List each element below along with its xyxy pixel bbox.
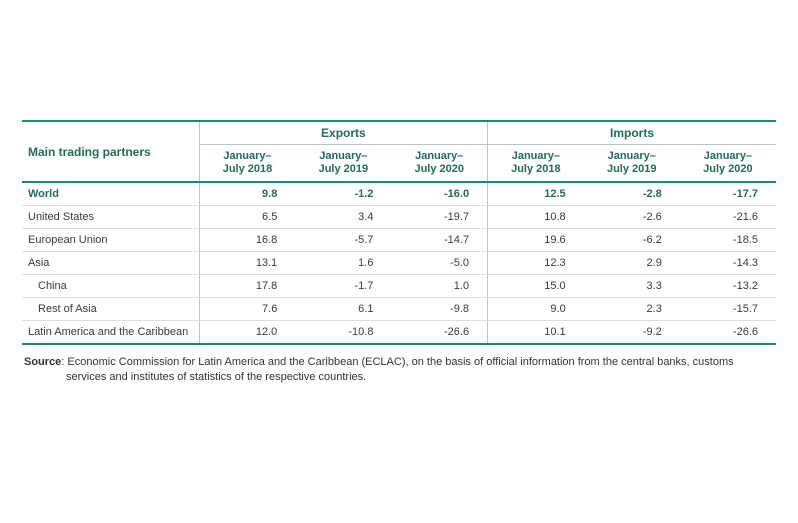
col-header-main: Main trading partners: [22, 121, 199, 182]
cell-value: 2.3: [584, 298, 680, 321]
row-label: China: [22, 275, 199, 298]
cell-value: -14.7: [391, 229, 487, 252]
cell-value: 12.0: [199, 321, 295, 345]
row-label: European Union: [22, 229, 199, 252]
cell-value: 3.4: [295, 206, 391, 229]
cell-value: -21.6: [680, 206, 776, 229]
table-row: China17.8-1.71.015.03.3-13.2: [22, 275, 776, 298]
cell-value: 12.3: [488, 252, 584, 275]
cell-value: 10.8: [488, 206, 584, 229]
cell-value: 17.8: [199, 275, 295, 298]
cell-value: 13.1: [199, 252, 295, 275]
row-label: United States: [22, 206, 199, 229]
table-body: World9.8-1.2-16.012.5-2.8-17.7United Sta…: [22, 182, 776, 344]
table-row: European Union16.8-5.7-14.719.6-6.2-18.5: [22, 229, 776, 252]
table-row: United States6.53.4-19.710.8-2.6-21.6: [22, 206, 776, 229]
source-label: Source: [24, 356, 61, 368]
cell-value: -1.7: [295, 275, 391, 298]
cell-value: -13.2: [680, 275, 776, 298]
cell-value: 7.6: [199, 298, 295, 321]
source-text: : Economic Commission for Latin America …: [61, 356, 733, 383]
cell-value: -5.7: [295, 229, 391, 252]
col-header-imp-2019: January–July 2019: [584, 145, 680, 183]
cell-value: -2.6: [584, 206, 680, 229]
table-row: Rest of Asia7.66.1-9.89.02.3-15.7: [22, 298, 776, 321]
cell-value: -9.8: [391, 298, 487, 321]
trade-table: Main trading partners Exports Imports Ja…: [22, 120, 776, 345]
cell-value: -6.2: [584, 229, 680, 252]
source-note: Source: Economic Commission for Latin Am…: [22, 355, 776, 385]
table-row: World9.8-1.2-16.012.5-2.8-17.7: [22, 182, 776, 206]
cell-value: 19.6: [488, 229, 584, 252]
cell-value: 10.1: [488, 321, 584, 345]
cell-value: -9.2: [584, 321, 680, 345]
col-header-exp-2020: January–July 2020: [391, 145, 487, 183]
cell-value: 16.8: [199, 229, 295, 252]
cell-value: 1.6: [295, 252, 391, 275]
cell-value: 3.3: [584, 275, 680, 298]
cell-value: 9.0: [488, 298, 584, 321]
cell-value: 2.9: [584, 252, 680, 275]
cell-value: -26.6: [391, 321, 487, 345]
row-label: Asia: [22, 252, 199, 275]
cell-value: -17.7: [680, 182, 776, 206]
cell-value: 15.0: [488, 275, 584, 298]
cell-value: -1.2: [295, 182, 391, 206]
cell-value: 9.8: [199, 182, 295, 206]
cell-value: 1.0: [391, 275, 487, 298]
col-header-imp-2018: January–July 2018: [488, 145, 584, 183]
row-label: World: [22, 182, 199, 206]
col-header-exp-2018: January–July 2018: [199, 145, 295, 183]
cell-value: -14.3: [680, 252, 776, 275]
cell-value: -19.7: [391, 206, 487, 229]
cell-value: 6.5: [199, 206, 295, 229]
cell-value: -5.0: [391, 252, 487, 275]
table-row: Asia13.11.6-5.012.32.9-14.3: [22, 252, 776, 275]
row-label: Rest of Asia: [22, 298, 199, 321]
col-group-exports: Exports: [199, 121, 487, 145]
col-header-imp-2020: January–July 2020: [680, 145, 776, 183]
cell-value: -16.0: [391, 182, 487, 206]
cell-value: -15.7: [680, 298, 776, 321]
row-label: Latin America and the Caribbean: [22, 321, 199, 345]
cell-value: 12.5: [488, 182, 584, 206]
cell-value: 6.1: [295, 298, 391, 321]
cell-value: -18.5: [680, 229, 776, 252]
col-group-imports: Imports: [488, 121, 776, 145]
col-header-exp-2019: January–July 2019: [295, 145, 391, 183]
cell-value: -10.8: [295, 321, 391, 345]
table-row: Latin America and the Caribbean12.0-10.8…: [22, 321, 776, 345]
cell-value: -2.8: [584, 182, 680, 206]
cell-value: -26.6: [680, 321, 776, 345]
